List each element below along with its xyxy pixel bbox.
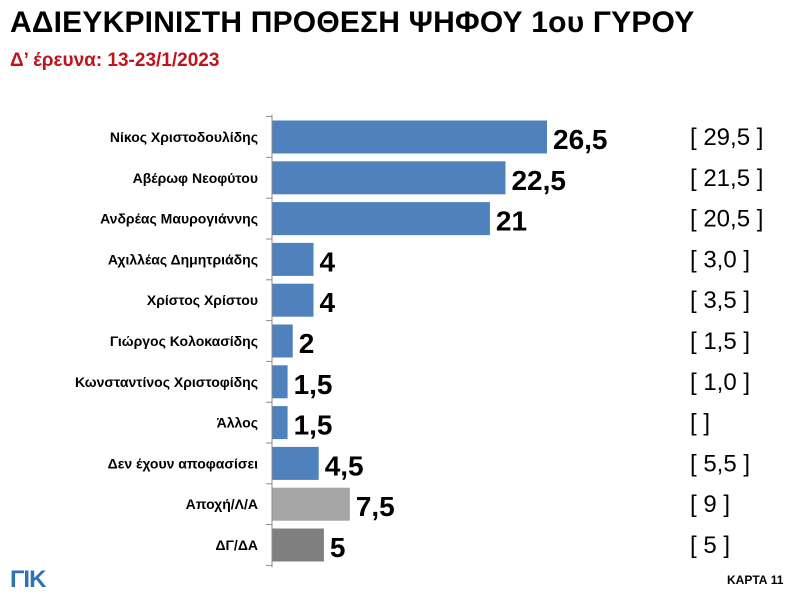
bar	[272, 242, 314, 276]
previous-value-label: [ 9 ]	[690, 491, 730, 518]
category-label: Άλλος	[217, 415, 258, 431]
category-label: Αβέρωφ Νεοφύτου	[133, 170, 258, 186]
category-label: Κωνσταντίνος Χριστοφίδης	[75, 374, 258, 390]
value-label: 26,5	[553, 124, 608, 155]
category-label: Δεν έχουν αποφασίσει	[108, 455, 258, 471]
card-number: ΚΑΡΤΑ 11	[727, 573, 784, 587]
bar	[272, 324, 293, 358]
previous-value-label: [ 1,0 ]	[690, 369, 750, 396]
value-label: 7,5	[356, 491, 395, 522]
bar	[272, 487, 350, 521]
previous-value-label: [ 1,5 ]	[690, 328, 750, 355]
value-label: 1,5	[294, 369, 333, 400]
previous-value-label: [ 3,5 ]	[690, 287, 750, 314]
value-label: 22,5	[511, 165, 566, 196]
category-label: Νίκος Χριστοδουλίδης	[110, 129, 258, 145]
chart-subtitle: Δ’ έρευνα: 13-23/1/2023	[10, 50, 220, 71]
category-label: Αποχή/Λ/Α	[186, 496, 258, 512]
previous-value-label: [ 5,5 ]	[690, 450, 750, 477]
value-label: 2	[299, 328, 315, 359]
bar	[272, 161, 506, 195]
category-label: Αχιλλέας Δημητριάδης	[108, 251, 258, 267]
category-label: Χρίστος Χρίστου	[147, 292, 258, 308]
value-label: 4,5	[325, 450, 364, 481]
bar	[272, 120, 547, 154]
category-label: Γιώργος Κολοκασίδης	[110, 333, 258, 349]
previous-value-label: [ 3,0 ]	[690, 246, 750, 273]
bar	[272, 528, 324, 562]
value-label: 1,5	[294, 410, 333, 441]
previous-value-label: [ 21,5 ]	[690, 165, 763, 192]
chart-title: ΑΔΙΕΥΚΡΙΝΙΣΤΗ ΠΡΟΘΕΣΗ ΨΗΦΟΥ 1ου ΓΥΡΟΥ	[10, 6, 695, 39]
previous-value-label: [ 20,5 ]	[690, 206, 763, 233]
category-label: Ανδρέας Μαυρογιάννης	[100, 211, 258, 227]
bar	[272, 202, 490, 236]
value-label: 21	[496, 206, 527, 237]
rik-logo: ΓΙΚ	[10, 566, 46, 593]
bar	[272, 446, 319, 480]
previous-value-label: [ 29,5 ]	[690, 124, 763, 151]
category-label: ΔΓ/ΔΑ	[215, 537, 258, 553]
bar	[272, 406, 288, 440]
value-label: 5	[330, 532, 346, 563]
value-label: 4	[320, 246, 336, 277]
value-label: 4	[320, 287, 336, 318]
bar	[272, 365, 288, 399]
previous-value-label: [ ]	[690, 410, 710, 437]
bar	[272, 283, 314, 317]
previous-value-label: [ 5 ]	[690, 532, 730, 559]
